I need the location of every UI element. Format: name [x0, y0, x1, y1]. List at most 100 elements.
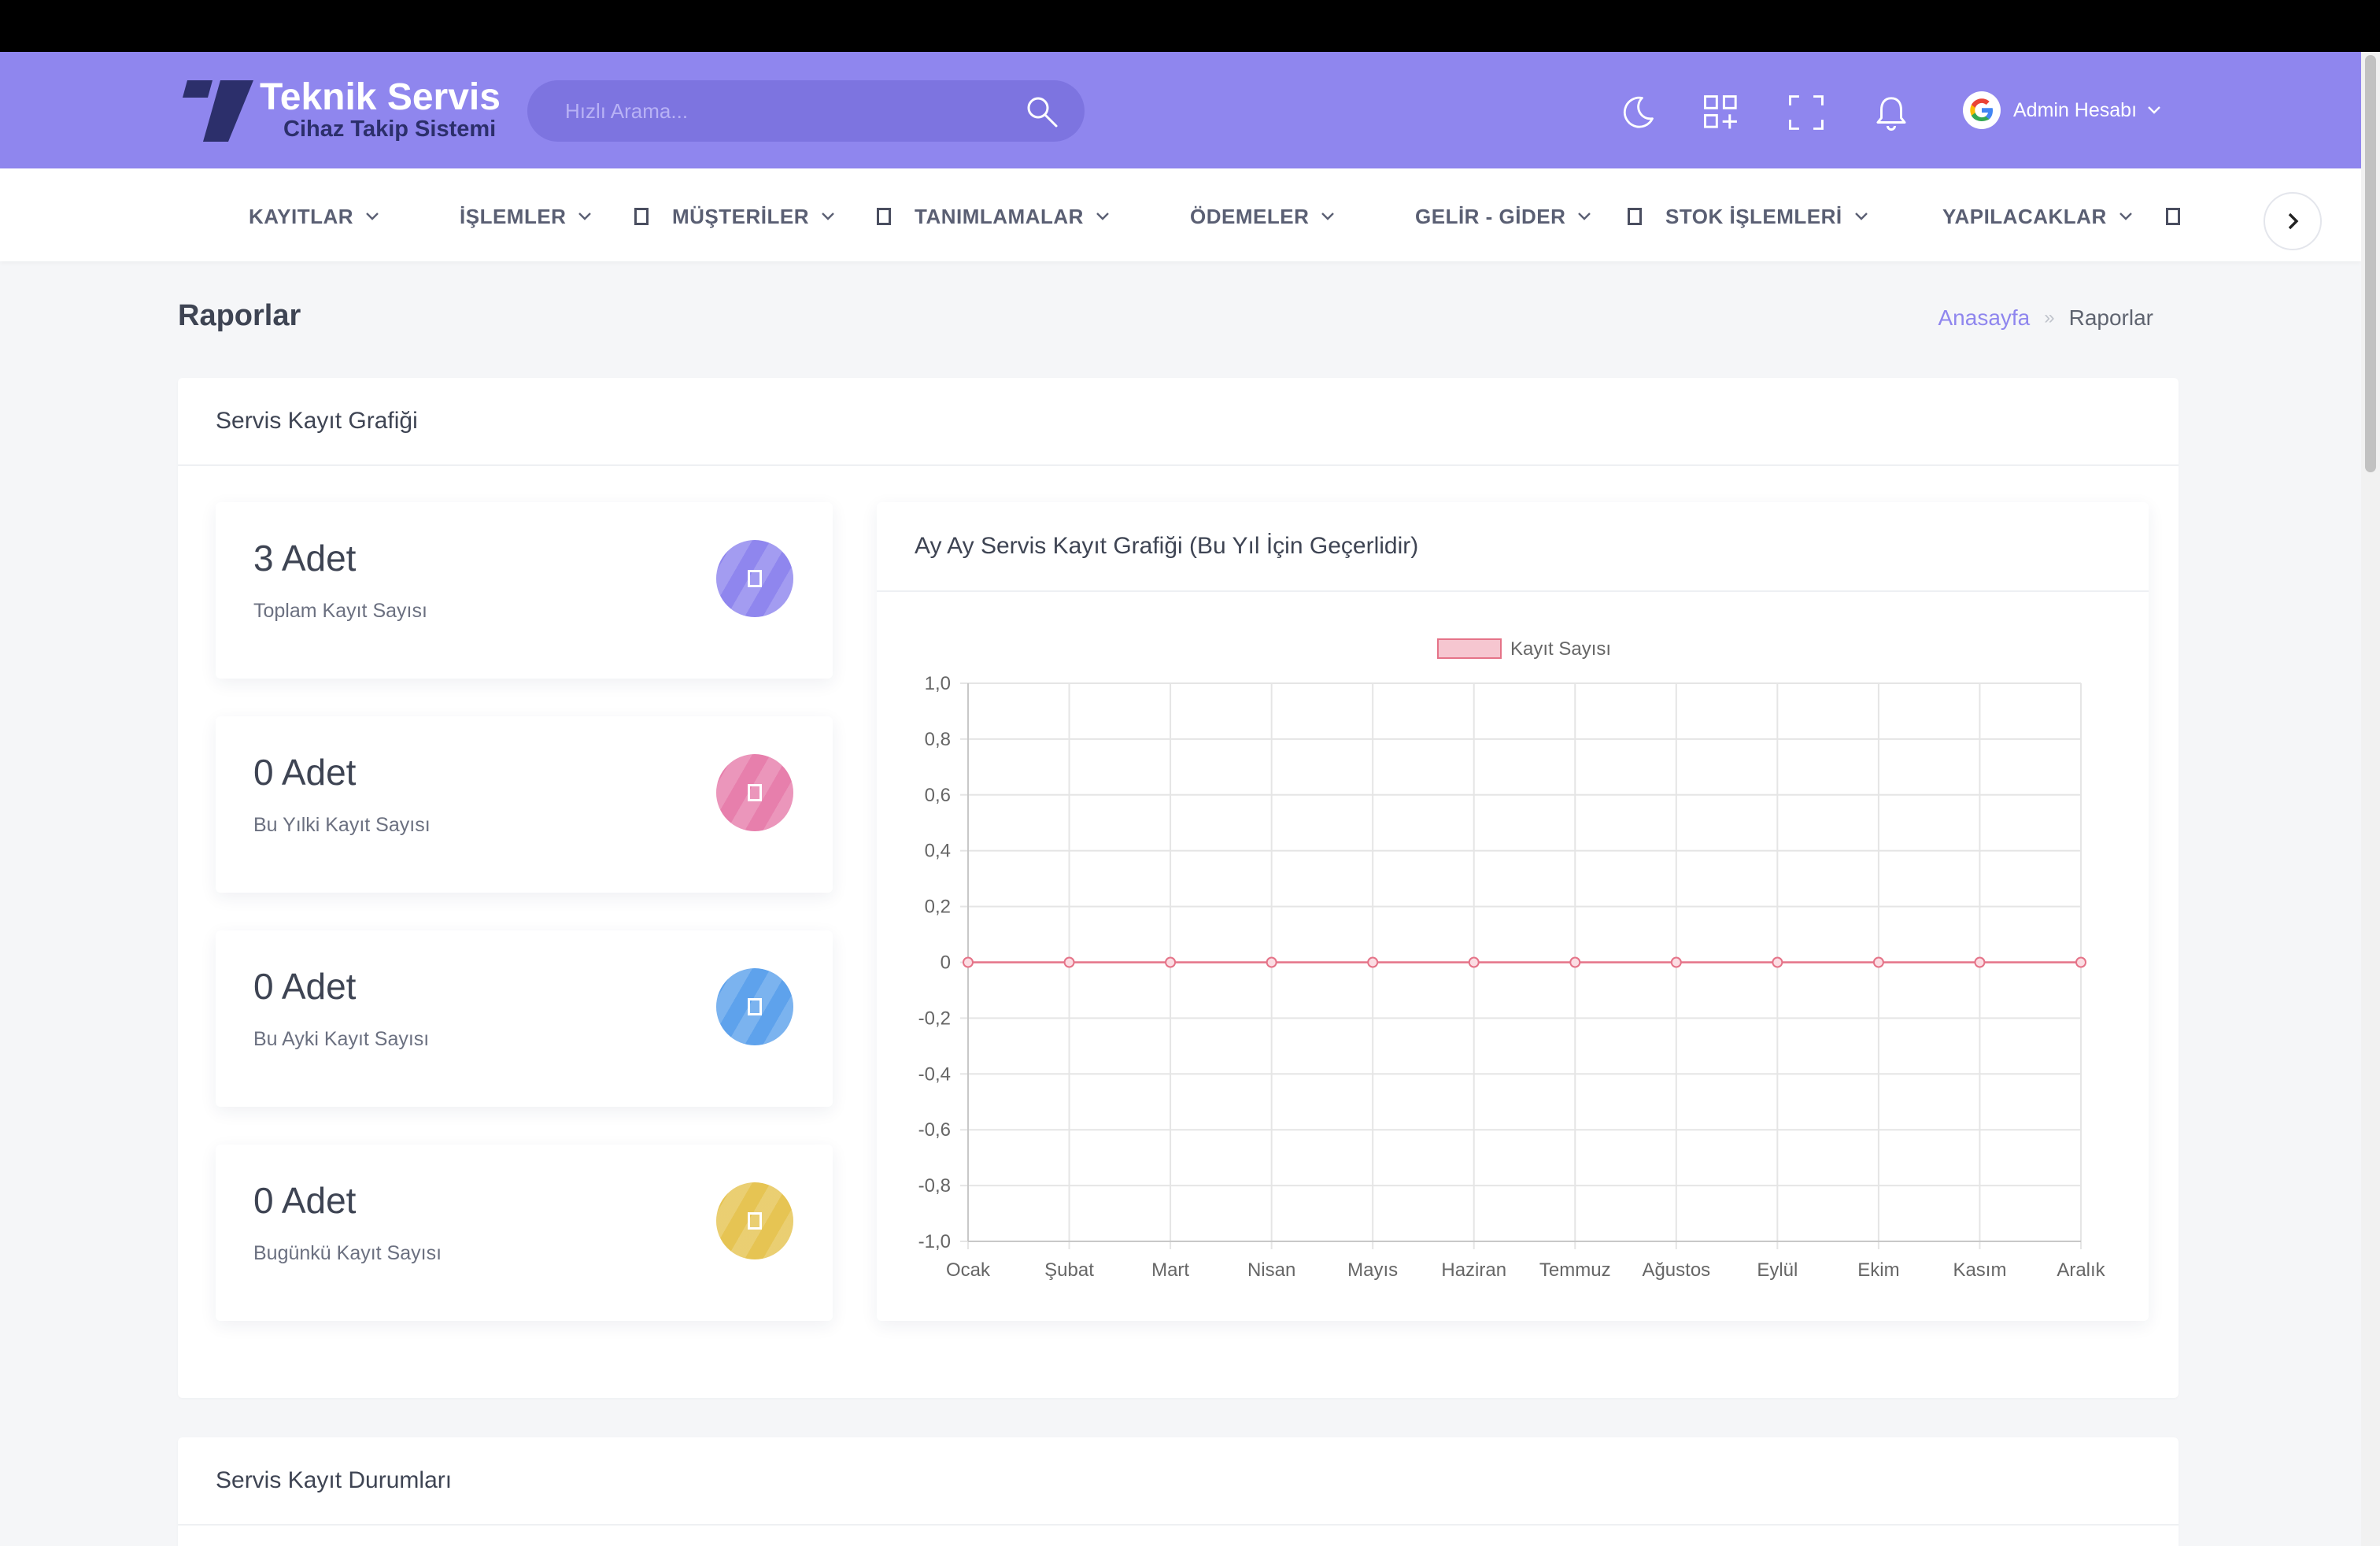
- nav-item-gelir-gider[interactable]: GELİR - GİDER: [1415, 203, 1592, 230]
- document-icon: [748, 998, 762, 1015]
- user-menu[interactable]: Admin Hesabı: [1963, 90, 2162, 131]
- page-scrollbar[interactable]: [2361, 52, 2380, 1546]
- x-tick-label: Haziran: [1441, 1259, 1506, 1281]
- scrollbar-thumb[interactable]: [2365, 55, 2376, 472]
- stat-card-today: 0 Adet Bugünkü Kayıt Sayısı: [216, 1145, 833, 1321]
- data-point: [1165, 956, 1177, 968]
- x-tick-label: Nisan: [1247, 1259, 1295, 1281]
- service-chart-card: Servis Kayıt Grafiği 3 Adet Toplam Kayıt…: [178, 378, 2179, 1398]
- stat-card-total: 3 Adet Toplam Kayıt Sayısı: [216, 502, 833, 679]
- nav-item-more[interactable]: [2166, 203, 2180, 230]
- chevron-down-icon: [2119, 213, 2132, 220]
- y-tick-label: -0,4: [918, 1063, 951, 1085]
- data-point: [1974, 956, 1986, 968]
- nav-item-kayitlar[interactable]: KAYITLAR: [249, 203, 380, 230]
- nav-item-label: MÜŞTERİLER: [672, 204, 809, 228]
- stat-value: 0 Adet: [253, 966, 357, 1007]
- search-icon[interactable]: [1025, 94, 1059, 129]
- stat-icon: [716, 968, 793, 1045]
- chevron-down-icon: [1321, 213, 1335, 220]
- settings-icon: [877, 208, 891, 225]
- data-point: [963, 956, 974, 968]
- logo-mark-icon: [183, 80, 253, 142]
- stat-label: Bu Ayki Kayıt Sayısı: [253, 1028, 430, 1050]
- chevron-down-icon: [822, 213, 834, 220]
- user-name: Admin Hesabı: [2013, 98, 2138, 121]
- card-title: Servis Kayıt Grafiği: [178, 378, 2179, 466]
- y-tick-label: 0,2: [925, 897, 951, 918]
- y-tick-label: 1,0: [925, 673, 951, 694]
- y-tick-label: 0,6: [925, 785, 951, 806]
- chevron-right-icon: [2288, 213, 2299, 230]
- y-tick-label: 0,8: [925, 729, 951, 750]
- legend-swatch: [1437, 638, 1502, 659]
- x-tick-label: Kasım: [1953, 1259, 2006, 1281]
- nav-item-stok-islemleri[interactable]: STOK İŞLEMLERİ: [1628, 203, 1869, 230]
- apps-icon[interactable]: [1702, 93, 1741, 132]
- data-point: [1772, 956, 1783, 968]
- data-point: [1569, 956, 1581, 968]
- top-black-bar: [0, 0, 2380, 52]
- x-tick-label: Ekim: [1857, 1259, 1899, 1281]
- nav-item-musteriler[interactable]: MÜŞTERİLER: [634, 203, 836, 230]
- y-tick-label: -0,2: [918, 1008, 951, 1029]
- x-tick-label: Temmuz: [1539, 1259, 1611, 1281]
- data-point: [1468, 956, 1480, 968]
- y-tick-label: 0,4: [925, 841, 951, 862]
- fullscreen-icon[interactable]: [1787, 93, 1826, 132]
- nav-item-tanimlamalar[interactable]: TANIMLAMALAR: [877, 203, 1111, 230]
- x-tick-label: Mart: [1151, 1259, 1189, 1281]
- service-status-card: Servis Kayıt Durumları: [178, 1437, 2179, 1546]
- header: Teknik Servis Cihaz Takip Sistemi: [0, 52, 2361, 168]
- stat-value: 3 Adet: [253, 538, 357, 579]
- chevron-down-icon: [1854, 213, 1868, 220]
- stat-label: Toplam Kayıt Sayısı: [253, 600, 427, 622]
- logo-subtitle: Cihaz Takip Sistemi: [283, 117, 497, 142]
- x-tick-label: Ağustos: [1642, 1259, 1710, 1281]
- chevron-down-icon: [2148, 106, 2160, 114]
- chevron-down-icon: [366, 213, 379, 220]
- nav-item-label: GELİR - GİDER: [1415, 204, 1566, 228]
- breadcrumb-home-link[interactable]: Anasayfa: [1938, 305, 2031, 330]
- nav-item-odemeler[interactable]: ÖDEMELER: [1190, 203, 1336, 230]
- stat-icon: [716, 1182, 793, 1259]
- y-tick-label: 0: [941, 952, 951, 974]
- stat-label: Bu Yılki Kayıt Sayısı: [253, 814, 431, 836]
- data-point: [1266, 956, 1277, 968]
- nav-scroll-right-button[interactable]: [2264, 192, 2322, 250]
- logo-title: Teknik Servis: [260, 76, 501, 118]
- x-tick-label: Mayıs: [1347, 1259, 1398, 1281]
- bell-icon[interactable]: [1872, 93, 1911, 132]
- nav-item-yapilacaklar[interactable]: YAPILACAKLAR: [1942, 203, 2134, 230]
- search-input[interactable]: [565, 80, 1006, 142]
- nav-item-label: İŞLEMLER: [460, 204, 567, 228]
- stat-icon: [716, 754, 793, 831]
- stat-card-month: 0 Adet Bu Ayki Kayıt Sayısı: [216, 930, 833, 1107]
- chevron-down-icon: [1578, 213, 1591, 220]
- logo[interactable]: Teknik Servis Cihaz Takip Sistemi: [181, 74, 512, 145]
- data-point: [1367, 956, 1379, 968]
- stat-card-year: 0 Adet Bu Yılki Kayıt Sayısı: [216, 716, 833, 893]
- quick-search: [527, 80, 1085, 142]
- data-point: [1063, 956, 1075, 968]
- y-tick-label: -0,6: [918, 1119, 951, 1141]
- card-title: Servis Kayıt Durumları: [178, 1437, 2179, 1526]
- nav-item-label: ÖDEMELER: [1190, 204, 1310, 228]
- breadcrumb: Anasayfa » Raporlar: [1938, 305, 2154, 331]
- nav-item-islemler[interactable]: İŞLEMLER: [460, 203, 593, 230]
- moon-icon[interactable]: [1618, 93, 1658, 132]
- chevron-down-icon: [578, 213, 592, 220]
- data-point: [1670, 956, 1682, 968]
- document-icon: [748, 570, 762, 587]
- chart-title: Ay Ay Servis Kayıt Grafiği (Bu Yıl İçin …: [877, 502, 2149, 592]
- data-point: [2075, 956, 2086, 968]
- x-tick-label: Eylül: [1757, 1259, 1798, 1281]
- stat-value: 0 Adet: [253, 1180, 357, 1221]
- stat-icon: [716, 540, 793, 617]
- page-title: Raporlar: [178, 299, 301, 332]
- legend-label: Kayıt Sayısı: [1510, 638, 1611, 660]
- y-tick-label: -1,0: [918, 1231, 951, 1252]
- stock-icon: [1628, 208, 1642, 225]
- breadcrumb-separator-icon: »: [2044, 307, 2055, 328]
- stat-value: 0 Adet: [253, 752, 357, 793]
